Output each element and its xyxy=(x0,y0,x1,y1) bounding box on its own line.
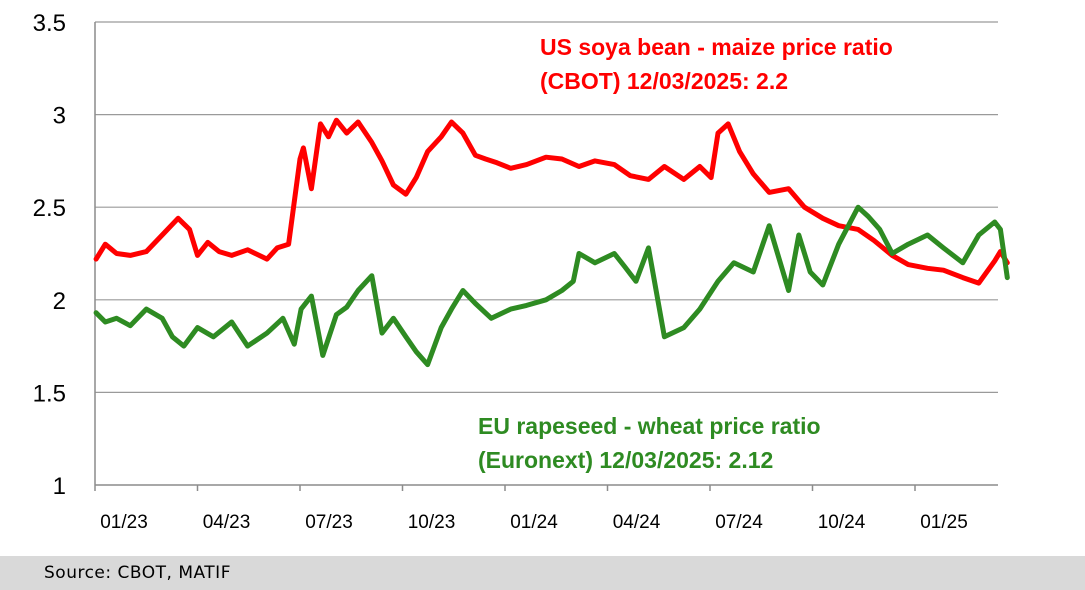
x-tick-label: 04/24 xyxy=(613,512,661,533)
x-tick-label: 10/23 xyxy=(408,512,456,533)
x-tick-label: 04/23 xyxy=(203,512,251,533)
x-tick-label: 07/24 xyxy=(715,512,763,533)
x-tick-label: 01/24 xyxy=(510,512,558,533)
soy-maize-annotation-line2: (CBOT) 12/03/2025: 2.2 xyxy=(540,68,789,94)
source-footer: Source: CBOT, MATIF xyxy=(0,556,1085,590)
source-text: Source: CBOT, MATIF xyxy=(44,563,231,583)
y-tick-label: 2.5 xyxy=(33,195,66,222)
rapeseed-wheat-annotation: EU rapeseed - wheat price ratio (Euronex… xyxy=(478,409,821,477)
rapeseed-wheat-annotation-line1: EU rapeseed - wheat price ratio xyxy=(478,413,821,439)
y-tick-label: 1 xyxy=(53,473,66,500)
soy-maize-annotation: US soya bean - maize price ratio (CBOT) … xyxy=(540,30,893,98)
x-tick-label: 10/24 xyxy=(818,512,866,533)
y-tick-label: 2 xyxy=(53,288,66,315)
x-tick-label: 01/23 xyxy=(100,512,148,533)
soy-maize-ratio-line xyxy=(93,117,1010,286)
x-tick-label: 01/25 xyxy=(920,512,968,533)
y-tick-label: 3 xyxy=(53,103,66,130)
chart-plot: 1 1.5 2 2.5 3 3.5 01/23 04/23 07/23 10/23 01/24 04/… xyxy=(33,10,1010,533)
rapeseed-wheat-annotation-line2: (Euronext) 12/03/2025: 2.12 xyxy=(478,447,774,473)
rapeseed-wheat-ratio-line xyxy=(93,204,1010,368)
soy-maize-annotation-line1: US soya bean - maize price ratio xyxy=(540,34,893,60)
y-tick-label: 3.5 xyxy=(33,10,66,37)
chart: 1 1.5 2 2.5 3 3.5 01/23 04/23 07/23 10/23 01/24 04/… xyxy=(33,10,1010,533)
x-tick-label: 07/23 xyxy=(305,512,353,533)
y-tick-label: 1.5 xyxy=(33,380,66,407)
